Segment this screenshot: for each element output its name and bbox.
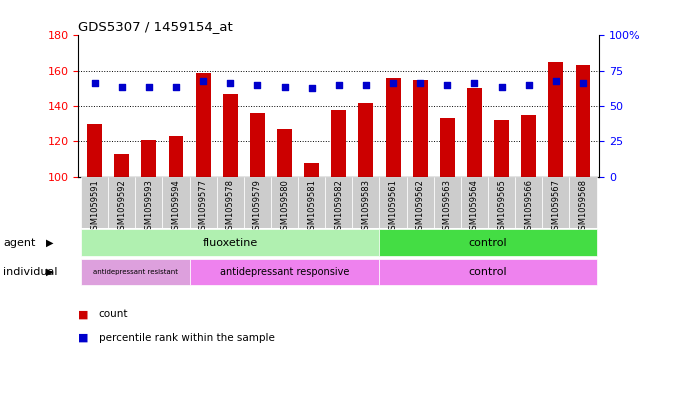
Bar [217, 177, 244, 228]
Point [550, 78, 561, 84]
Bar [413, 79, 428, 177]
Bar [379, 177, 407, 228]
Bar [379, 259, 597, 285]
Bar [332, 110, 346, 177]
Point [442, 82, 453, 88]
Bar [81, 230, 379, 256]
Bar [87, 124, 102, 177]
Point [496, 83, 507, 90]
Text: GSM1059582: GSM1059582 [334, 179, 343, 235]
Text: GSM1059581: GSM1059581 [307, 179, 316, 235]
Text: GSM1059564: GSM1059564 [470, 179, 479, 235]
Text: ■: ■ [78, 333, 89, 343]
Bar [521, 115, 536, 177]
Text: ▶: ▶ [46, 267, 54, 277]
Bar [575, 65, 590, 177]
Bar [168, 136, 183, 177]
Bar [542, 177, 569, 228]
Point [116, 83, 127, 90]
Bar [223, 94, 238, 177]
Bar [142, 140, 157, 177]
Bar [407, 177, 434, 228]
Point [523, 82, 534, 88]
Bar [195, 72, 210, 177]
Text: antidepressant responsive: antidepressant responsive [220, 267, 349, 277]
Point [197, 78, 208, 84]
Text: GSM1059579: GSM1059579 [253, 179, 262, 235]
Bar [250, 113, 265, 177]
Bar [434, 177, 461, 228]
Bar [379, 230, 597, 256]
Bar [108, 177, 136, 228]
Text: GSM1059567: GSM1059567 [552, 179, 560, 235]
Text: GSM1059561: GSM1059561 [389, 179, 398, 235]
Text: count: count [99, 309, 128, 320]
Text: GSM1059592: GSM1059592 [117, 179, 126, 235]
Text: ▶: ▶ [46, 238, 54, 248]
Point [225, 80, 236, 86]
Text: percentile rank within the sample: percentile rank within the sample [99, 333, 274, 343]
Bar [81, 259, 189, 285]
Text: GSM1059568: GSM1059568 [578, 179, 588, 235]
Text: GSM1059591: GSM1059591 [90, 179, 99, 235]
Bar [114, 154, 129, 177]
Text: GSM1059580: GSM1059580 [280, 179, 289, 235]
Text: GSM1059594: GSM1059594 [172, 179, 180, 235]
Point [360, 82, 371, 88]
Point [577, 80, 588, 86]
Text: control: control [469, 238, 507, 248]
Bar [467, 88, 482, 177]
Text: agent: agent [3, 238, 36, 248]
Bar [136, 177, 163, 228]
Text: ■: ■ [78, 309, 89, 320]
Point [306, 85, 317, 92]
Point [333, 82, 344, 88]
Bar [515, 177, 542, 228]
Point [469, 80, 480, 86]
Point [144, 83, 155, 90]
Point [89, 80, 100, 86]
Text: fluoxetine: fluoxetine [203, 238, 258, 248]
Bar [277, 129, 292, 177]
Bar [440, 118, 455, 177]
Text: control: control [469, 267, 507, 277]
Text: GSM1059583: GSM1059583 [362, 179, 370, 235]
Text: GSM1059578: GSM1059578 [226, 179, 235, 235]
Text: GSM1059565: GSM1059565 [497, 179, 506, 235]
Bar [461, 177, 488, 228]
Point [415, 80, 426, 86]
Bar [488, 177, 515, 228]
Text: individual: individual [3, 267, 58, 277]
Bar [189, 259, 379, 285]
Bar [163, 177, 189, 228]
Bar [385, 78, 400, 177]
Text: GSM1059593: GSM1059593 [144, 179, 153, 235]
Bar [298, 177, 326, 228]
Point [252, 82, 263, 88]
Bar [81, 177, 108, 228]
Text: GDS5307 / 1459154_at: GDS5307 / 1459154_at [78, 20, 233, 33]
Text: GSM1059563: GSM1059563 [443, 179, 452, 235]
Bar [304, 163, 319, 177]
Text: GSM1059562: GSM1059562 [415, 179, 425, 235]
Bar [352, 177, 379, 228]
Text: GSM1059577: GSM1059577 [199, 179, 208, 235]
Bar [494, 120, 509, 177]
Text: GSM1059566: GSM1059566 [524, 179, 533, 235]
Bar [244, 177, 271, 228]
Bar [358, 103, 373, 177]
Bar [189, 177, 217, 228]
Point [279, 83, 290, 90]
Bar [326, 177, 352, 228]
Point [170, 83, 181, 90]
Bar [271, 177, 298, 228]
Point [387, 80, 398, 86]
Text: antidepressant resistant: antidepressant resistant [93, 269, 178, 275]
Bar [569, 177, 597, 228]
Bar [548, 62, 563, 177]
